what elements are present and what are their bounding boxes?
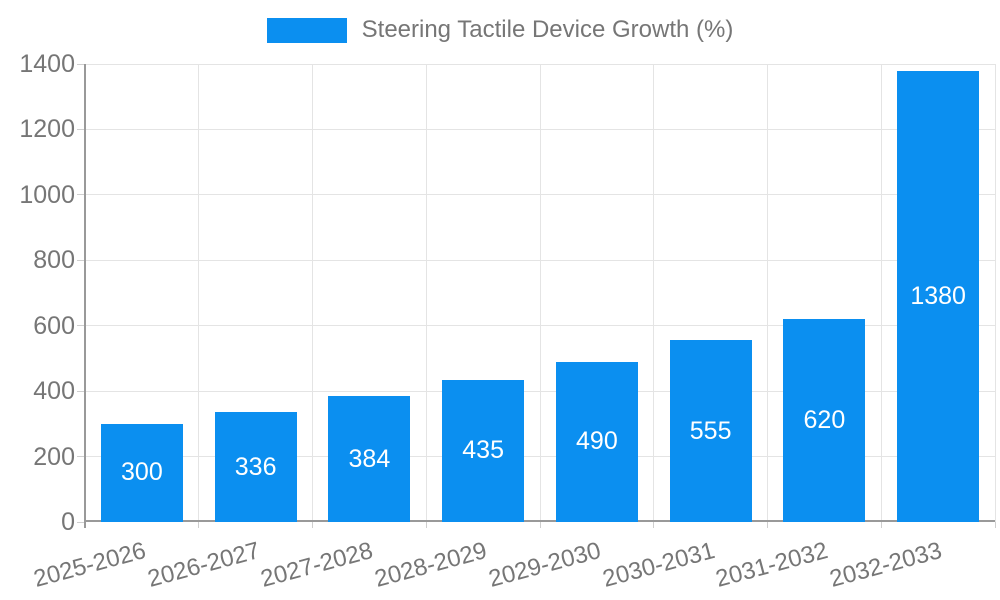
bar-2026-2027[interactable]: 336 (214, 412, 297, 522)
legend-swatch (266, 17, 347, 43)
y-tick-label: 1400 (19, 50, 75, 78)
bar-value-label: 555 (689, 416, 732, 445)
x-tick (425, 522, 427, 528)
v-gridline (767, 64, 768, 522)
bar-2030-2031[interactable]: 555 (669, 340, 752, 522)
y-tick-label: 1200 (19, 115, 75, 144)
bar-2031-2032[interactable]: 620 (783, 319, 866, 522)
y-tick (77, 259, 85, 261)
x-tick (880, 522, 882, 528)
y-tick (77, 521, 85, 523)
bar-2025-2026[interactable]: 300 (100, 423, 183, 522)
x-tick (653, 522, 655, 528)
x-tick (539, 522, 541, 528)
y-tick-label: 0 (61, 508, 75, 536)
y-tick-label: 600 (33, 311, 75, 340)
bar-2027-2028[interactable]: 384 (328, 396, 411, 522)
bar-2032-2033[interactable]: 1380 (897, 70, 980, 522)
legend: Steering Tactile Device Growth (%) (0, 17, 1000, 43)
bar-value-label: 435 (462, 436, 504, 465)
y-tick-label: 400 (33, 377, 75, 406)
y-tick-label: 200 (33, 442, 75, 471)
y-tick-label: 1000 (19, 180, 75, 209)
x-tick (198, 522, 200, 528)
bar-value-label: 490 (576, 427, 618, 456)
v-gridline (653, 64, 655, 522)
legend-label: Steering Tactile Device Growth (%) (361, 16, 734, 43)
y-axis-line (84, 64, 86, 528)
bar-2028-2029[interactable]: 435 (442, 379, 525, 522)
y-tick (77, 194, 85, 196)
y-tick (77, 128, 85, 130)
y-tick (77, 325, 85, 327)
v-gridline (198, 64, 200, 522)
y-tick (77, 456, 85, 458)
y-tick (77, 390, 85, 392)
v-gridline (994, 64, 996, 522)
bar-value-label: 620 (803, 406, 846, 435)
bar-value-label: 336 (234, 452, 277, 481)
y-tick (77, 63, 85, 65)
x-tick (994, 522, 996, 528)
bar-value-label: 1380 (910, 281, 966, 310)
v-gridline (880, 64, 882, 522)
x-tick (312, 522, 313, 528)
legend-item[interactable]: Steering Tactile Device Growth (%) (266, 16, 734, 43)
bar-2029-2030[interactable]: 490 (555, 361, 638, 522)
x-tick (767, 522, 768, 528)
v-gridline (425, 64, 427, 522)
v-gridline (312, 64, 313, 522)
y-tick-label: 800 (33, 246, 75, 275)
plot-area: 0 200 400 600 800 1000 1200 1400 300 2025-2026 336… (19, 51, 996, 593)
bar-value-label: 300 (121, 458, 163, 487)
x-axis-line (84, 520, 995, 522)
v-gridline (539, 64, 541, 522)
bar-value-label: 384 (348, 444, 391, 473)
